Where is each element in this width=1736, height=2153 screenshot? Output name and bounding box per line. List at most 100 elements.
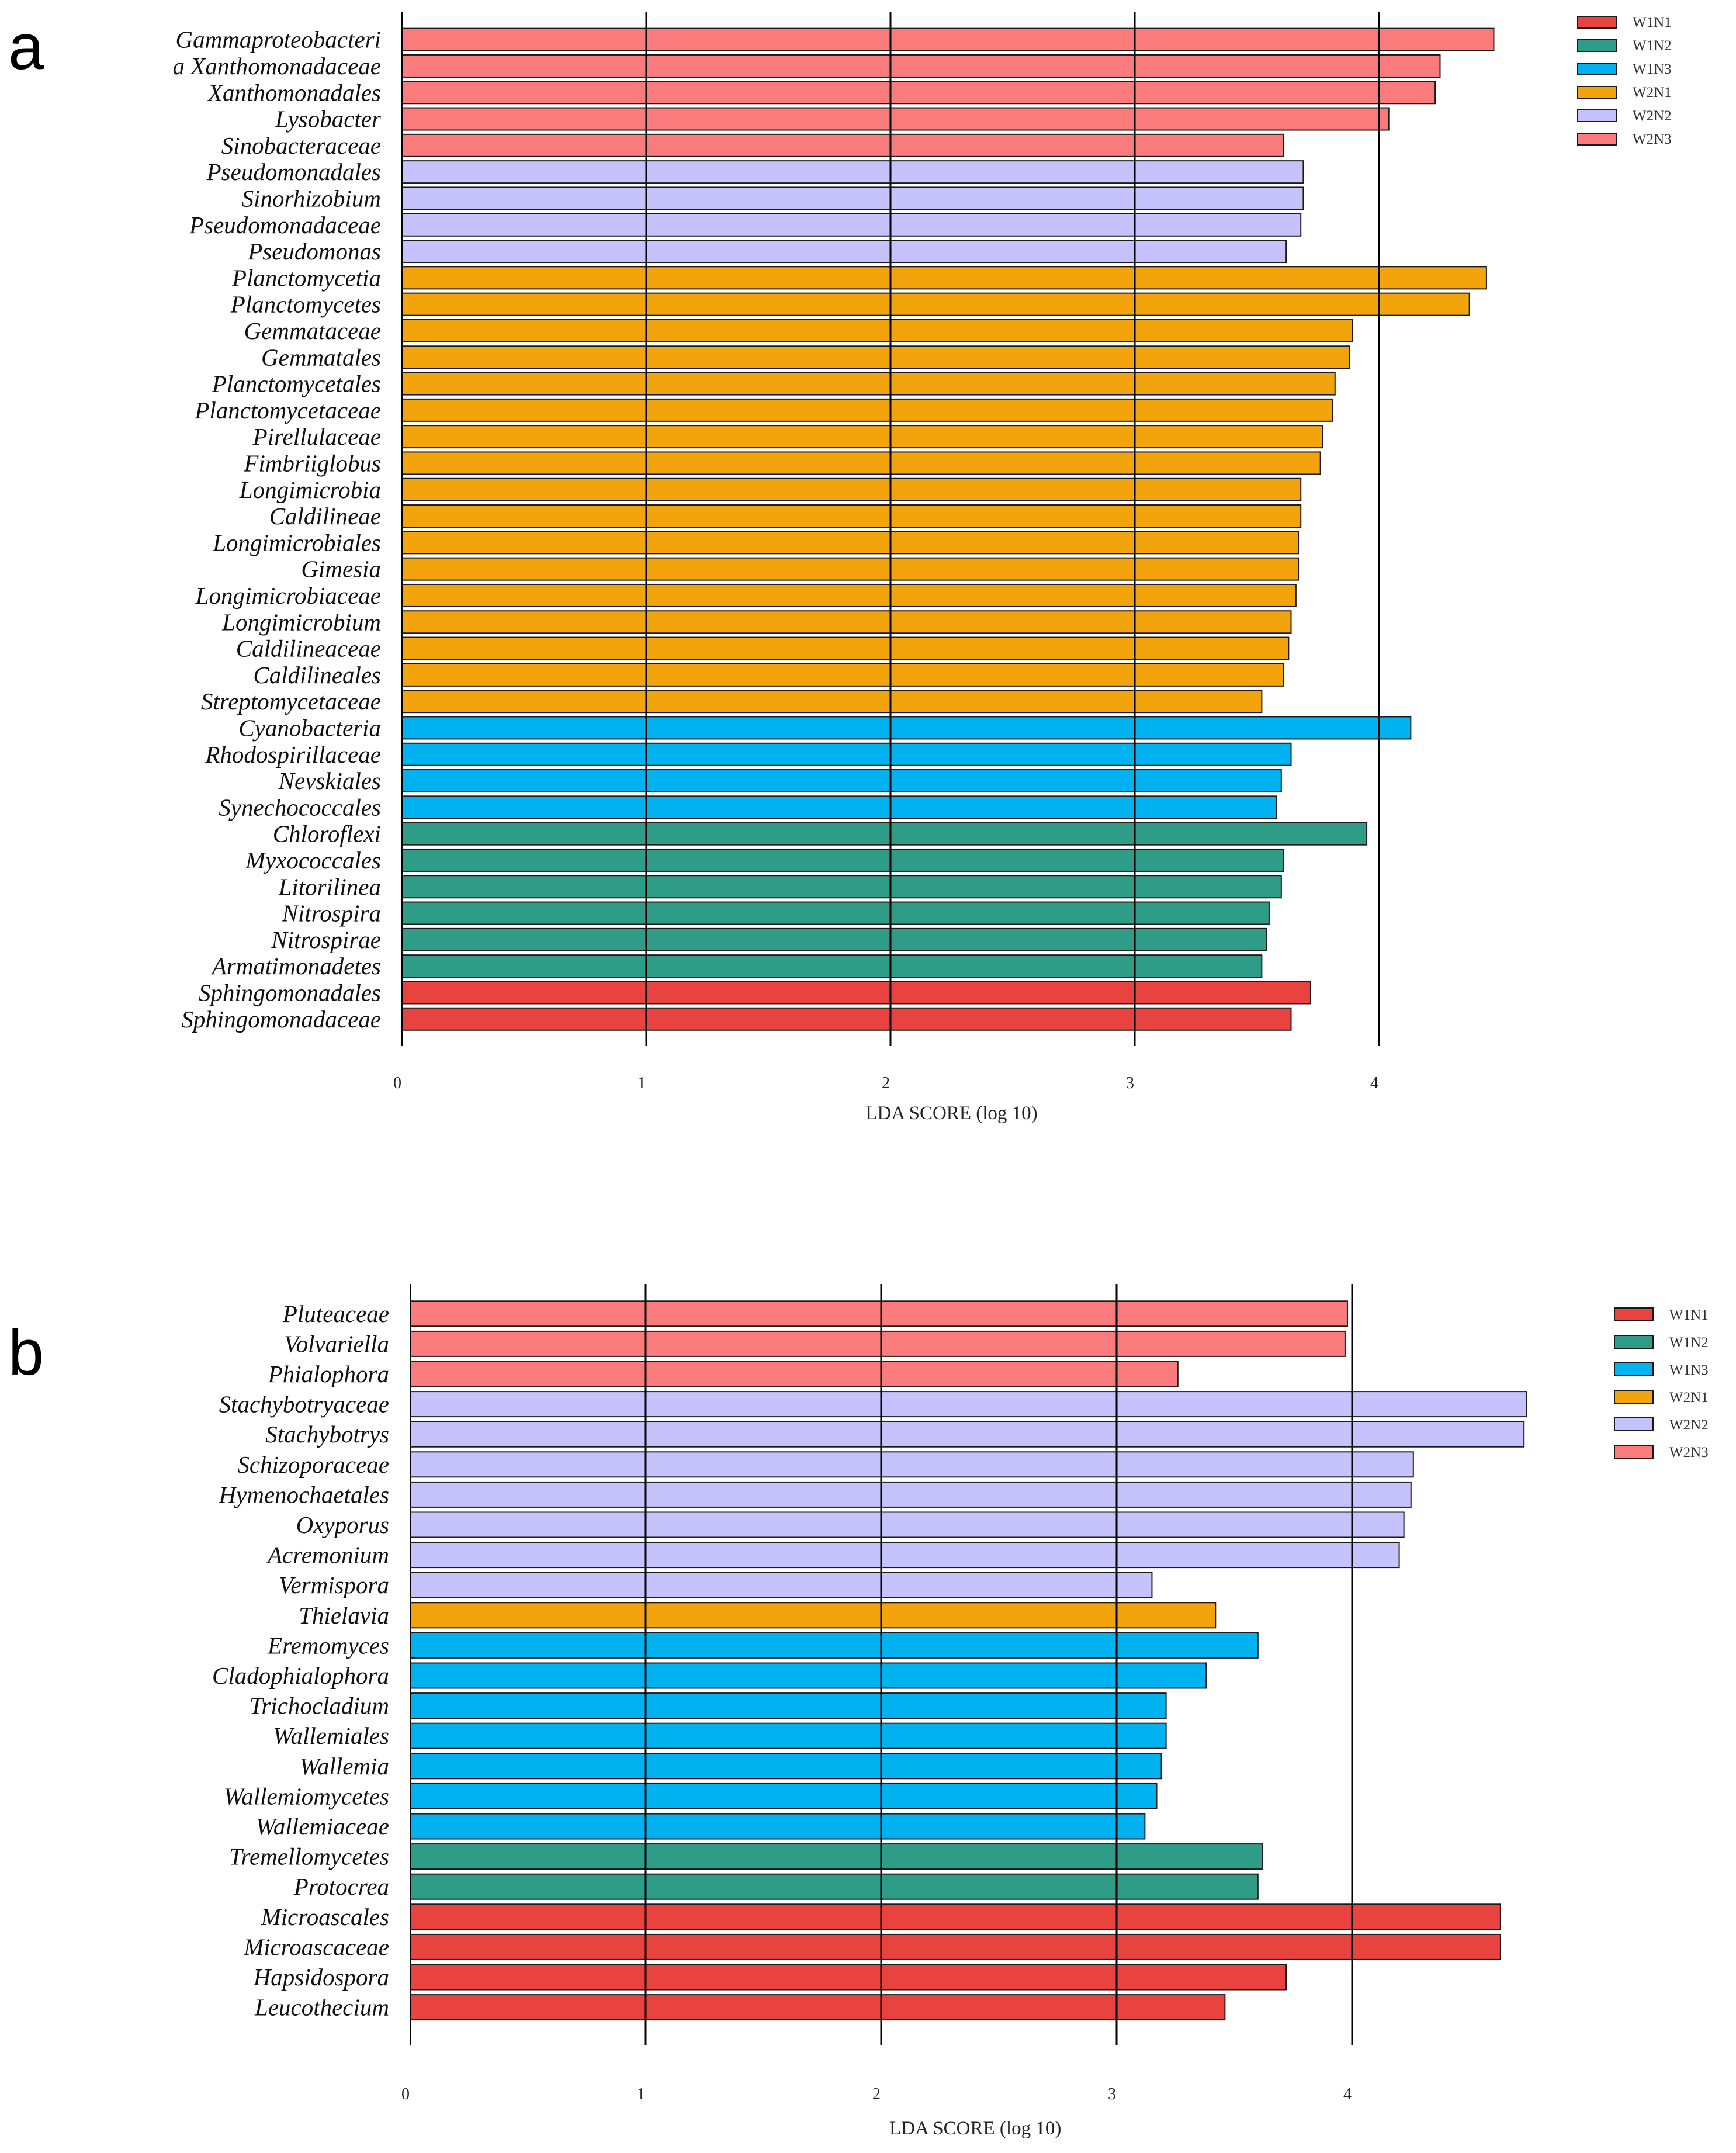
bar-volvariella (410, 1330, 1346, 1357)
bar-sphingomonadales (401, 981, 1311, 1005)
category-label: Gimesia (301, 556, 381, 583)
category-label: Sphingomonadales (199, 979, 381, 1006)
x-axis-title: LDA SCORE (log 10) (889, 2118, 1061, 2139)
x-tick-label: 0 (401, 2085, 410, 2103)
category-label: Caldilineae (269, 503, 381, 529)
category-label: Volvariella (284, 1330, 389, 1357)
bar-wallemia (410, 1753, 1162, 1780)
bar-hapsidospora (410, 1964, 1287, 1991)
bar-longimicrobia (401, 477, 1302, 501)
x-tick-label: 2 (882, 1074, 890, 1092)
bar-pseudomonas (401, 240, 1287, 264)
bar-thielavia (410, 1602, 1217, 1629)
category-label: Schizoporaceae (237, 1451, 389, 1478)
x-tick-label: 4 (1370, 1074, 1378, 1092)
category-label: Pluteaceae (282, 1300, 389, 1327)
bar-sphingomonadaceae (401, 1007, 1292, 1031)
bar-vermispora (410, 1572, 1153, 1598)
legend-swatch (1577, 39, 1617, 52)
bar-eremomyces (410, 1632, 1259, 1659)
bar-leucothecium (410, 1994, 1226, 2021)
bar-fimbriiglobus (401, 451, 1321, 475)
legend-swatch (1614, 1417, 1654, 1431)
category-label: Planctomycetales (212, 371, 381, 397)
bar-rhodospirillaceae (401, 742, 1292, 766)
bar-schizoporaceae (410, 1451, 1414, 1478)
category-label: Cladophialophora (212, 1662, 389, 1689)
bar-sinorhizobium (401, 186, 1304, 210)
bar-oxyporus (410, 1511, 1405, 1538)
category-label: a Xanthomonadaceae (173, 53, 381, 79)
bar-longimicrobiales (401, 531, 1300, 555)
bar-gemmatales (401, 345, 1350, 369)
bar-streptomycetaceae (401, 690, 1263, 714)
category-label: Longimicrobiales (212, 529, 381, 556)
bar-nevskiales (401, 769, 1282, 793)
bar-stachybotrys (410, 1421, 1525, 1448)
bar-lysobacter (401, 107, 1390, 131)
bar-phialophora (410, 1361, 1179, 1387)
bar-gammaproteobacteri (401, 27, 1495, 51)
bar-pseudomonadaceae (401, 213, 1302, 237)
legend-swatch (1577, 133, 1617, 146)
x-tick-label: 3 (1126, 1074, 1134, 1092)
category-label: Planctomycetaceae (194, 397, 381, 424)
bar-acremonium (410, 1542, 1400, 1569)
category-label: Gemmatales (261, 344, 381, 371)
category-label: Planctomycetia (231, 264, 381, 291)
bar-pseudomonadales (401, 160, 1304, 184)
category-label: Armatimonadetes (210, 953, 381, 979)
category-label: Rhodospirillaceae (205, 741, 381, 768)
legend-label: W2N1 (1633, 85, 1672, 101)
category-label: Pseudomonadales (206, 158, 381, 185)
legend-swatch (1577, 109, 1617, 122)
category-label: Phialophora (268, 1361, 389, 1387)
bar-planctomycetia (401, 266, 1487, 290)
category-label: Longimicrobiaceae (195, 582, 381, 609)
bar-planctomycetaceae (401, 398, 1333, 422)
bar-pluteaceae (410, 1300, 1348, 1327)
category-label: Pseudomonas (247, 238, 381, 265)
x-tick-label: 1 (637, 2085, 645, 2103)
category-label: Longimicrobium (221, 608, 381, 635)
bar-gemmataceae (401, 319, 1353, 342)
category-label: Myxococcales (245, 847, 381, 874)
legend-swatch (1614, 1307, 1654, 1321)
bar-sinobacteraceae (401, 133, 1284, 157)
x-tick-label: 4 (1343, 2085, 1352, 2103)
category-label: Tremellomycetes (229, 1843, 389, 1870)
bar-hymenochaetales (410, 1481, 1412, 1508)
category-label: Nitrospira (282, 900, 381, 927)
category-label: Microascaceae (243, 1933, 389, 1960)
bar-nitrospira (401, 901, 1270, 925)
category-label: Leucothecium (254, 1994, 389, 2021)
category-label: Chloroflexi (273, 821, 381, 847)
bar-xanthomonadales (401, 81, 1436, 105)
legend-label: W2N1 (1669, 1390, 1709, 1406)
legend-swatch (1577, 63, 1617, 75)
category-label: Fimbriiglobus (243, 449, 381, 476)
category-label: Nevskiales (278, 767, 381, 794)
bar-cladophialophora (410, 1662, 1207, 1689)
legend-swatch (1577, 86, 1617, 99)
legend-swatch (1614, 1390, 1654, 1404)
x-tick-label: 1 (637, 1074, 646, 1092)
bar-longimicrobiaceae (401, 583, 1297, 607)
panel-b-letter: b (8, 1317, 44, 1389)
category-label: Hymenochaetales (219, 1481, 389, 1508)
category-label: Vermispora (279, 1572, 389, 1598)
category-label: Lysobacter (275, 106, 382, 133)
bar-litorilinea (401, 875, 1282, 899)
category-label: Gemmataceae (244, 317, 381, 344)
x-axis-title: LDA SCORE (log 10) (865, 1103, 1037, 1124)
legend-label: W2N3 (1633, 131, 1672, 147)
panel-b-chart: Pluteaceae Volvariella Phialophora Stachybo… (212, 1284, 1709, 2139)
category-label: Nitrospirae (271, 926, 381, 953)
bar-microascales (410, 1903, 1501, 1930)
category-label: Planctomycetes (230, 291, 381, 318)
bar-wallemiaceae (410, 1813, 1146, 1840)
category-label: Protocrea (293, 1873, 389, 1900)
bar-caldilineaceae (401, 636, 1290, 660)
category-label: Synechococcales (219, 794, 381, 821)
